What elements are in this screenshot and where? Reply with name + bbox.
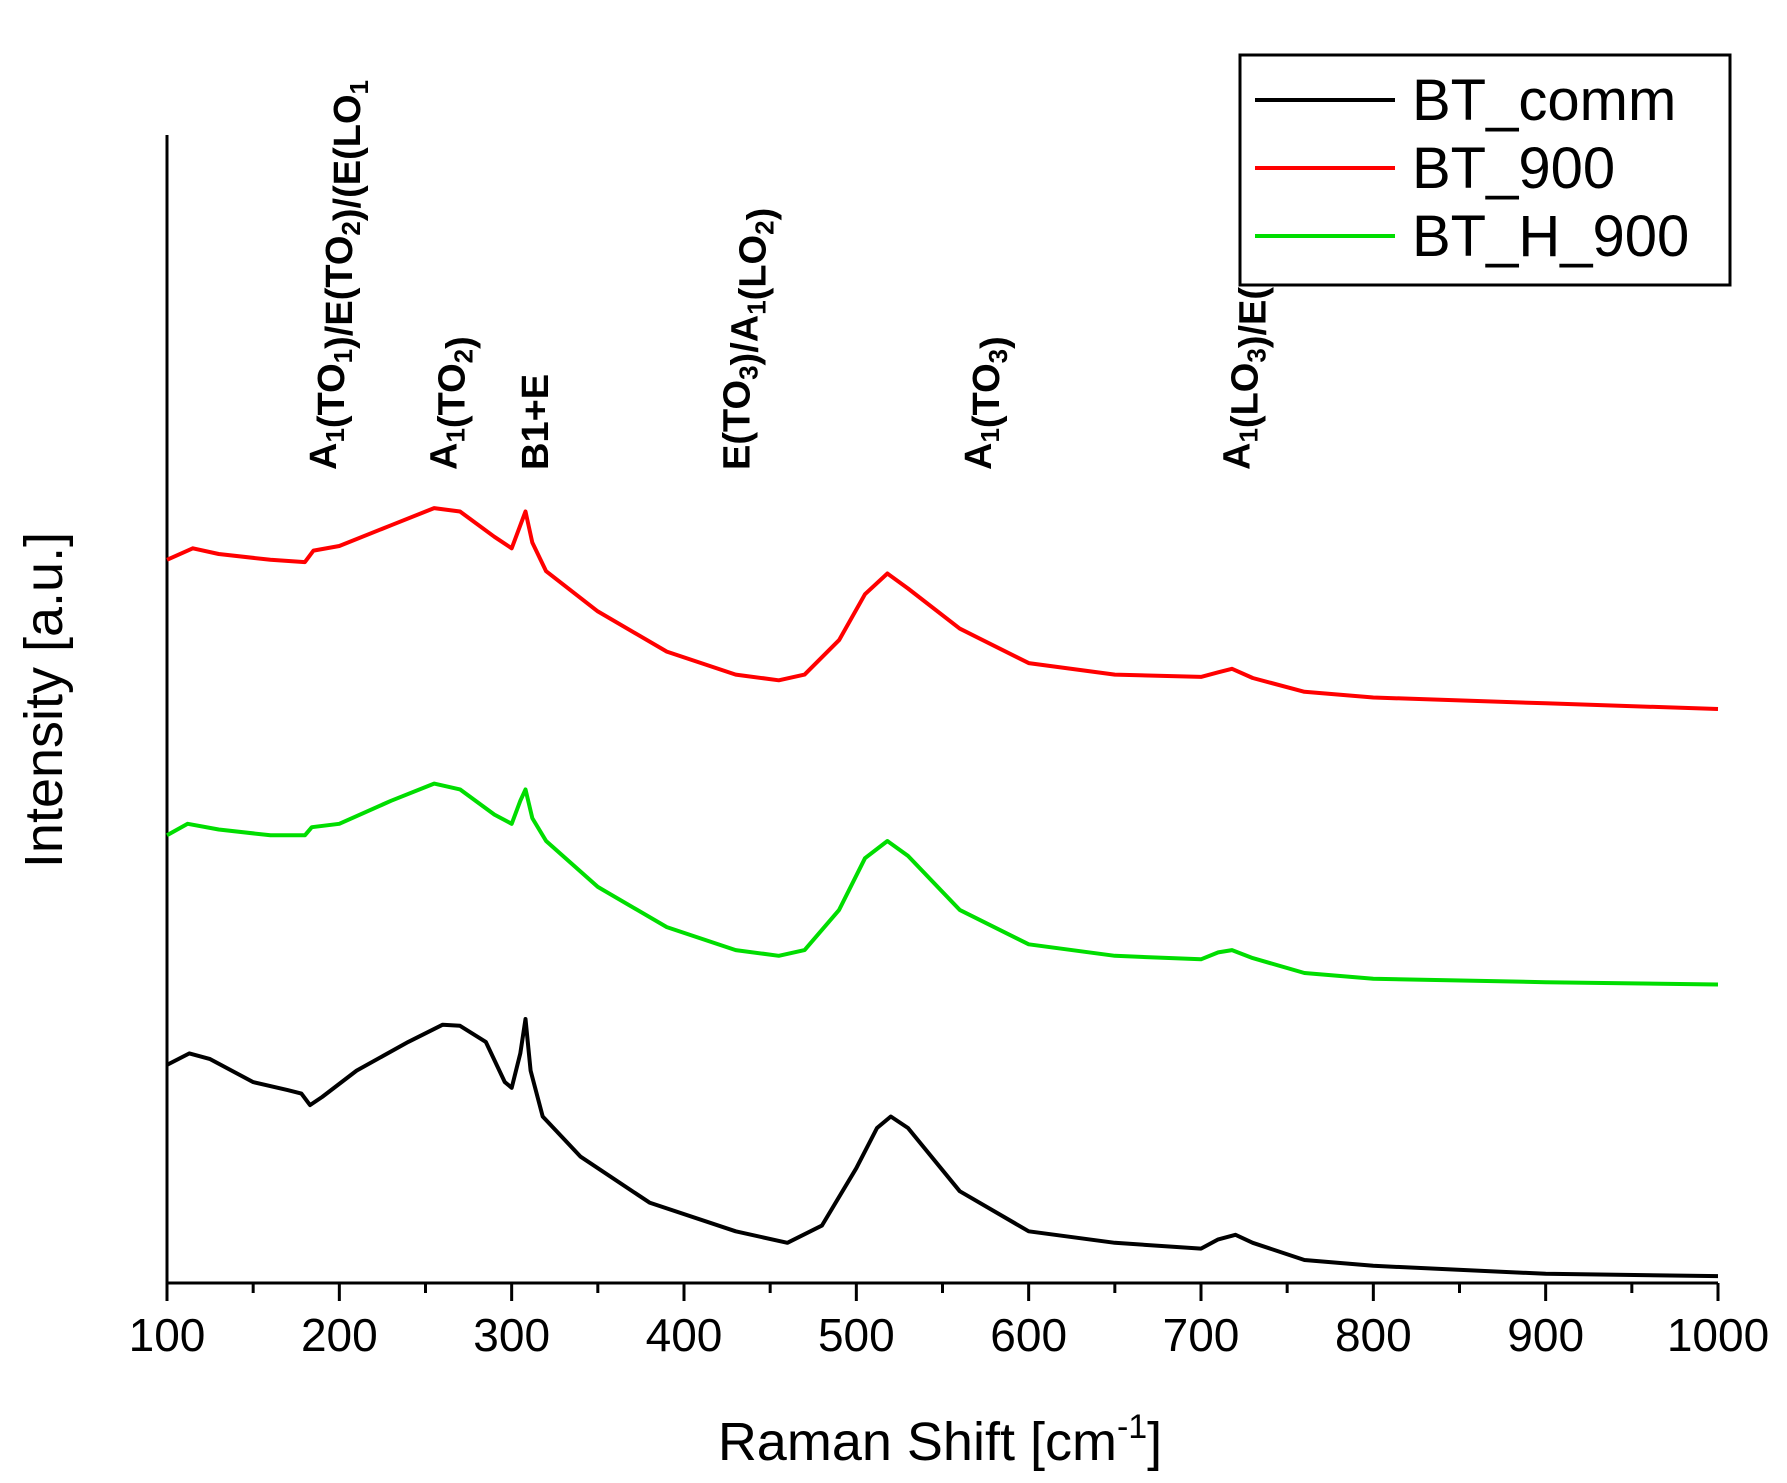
x-tick-label: 800 <box>1335 1309 1412 1361</box>
series-layer <box>166 506 1719 1279</box>
x-axis-title-suffix: ] <box>1147 1412 1162 1472</box>
peak-label: E(TO3)/A1(LO2) <box>717 208 783 470</box>
x-axis-title: Raman Shift [cm-1] <box>718 1408 1162 1472</box>
peak-label: A1(TO3) <box>958 336 1016 470</box>
x-tick-label: 200 <box>301 1309 378 1361</box>
x-ticks <box>165 1283 1720 1301</box>
legend-label-BT_comm: BT_comm <box>1412 68 1676 133</box>
x-tick-label: 1000 <box>1667 1309 1769 1361</box>
peak-label: B1+E <box>515 374 557 470</box>
peak-annotations: A1(TO1)/E(TO2)/(E(LO1 A1(TO2) B1+E E(TO3)/A… <box>303 80 1282 470</box>
x-tick-label: 100 <box>129 1309 206 1361</box>
x-tick-label: 300 <box>473 1309 550 1361</box>
x-axis-title-sup: -1 <box>1117 1408 1147 1446</box>
legend-label-BT_900: BT_900 <box>1412 136 1615 201</box>
y-axis-title: Intensity [a.u.] <box>14 532 74 868</box>
x-tick-label: 700 <box>1163 1309 1240 1361</box>
peak-label: A1(TO2) <box>424 336 482 470</box>
peak-label: A1(TO1)/E(TO2)/(E(LO1 <box>303 80 374 470</box>
x-tick-label: 600 <box>990 1309 1067 1361</box>
x-tick-label: 500 <box>818 1309 895 1361</box>
x-tick-label: 400 <box>646 1309 723 1361</box>
series-line-BT_comm <box>166 1017 1719 1279</box>
legend-label-BT_H_900: BT_H_900 <box>1412 204 1689 269</box>
x-axis-title-text: Raman Shift [cm <box>718 1412 1117 1472</box>
x-tick-label: 900 <box>1507 1309 1584 1361</box>
x-tick-labels: 100 200 300 400 500 600 700 800 900 1000 <box>129 1309 1770 1361</box>
series-line-BT_H_900 <box>166 781 1719 987</box>
series-line-BT_900 <box>166 506 1719 711</box>
